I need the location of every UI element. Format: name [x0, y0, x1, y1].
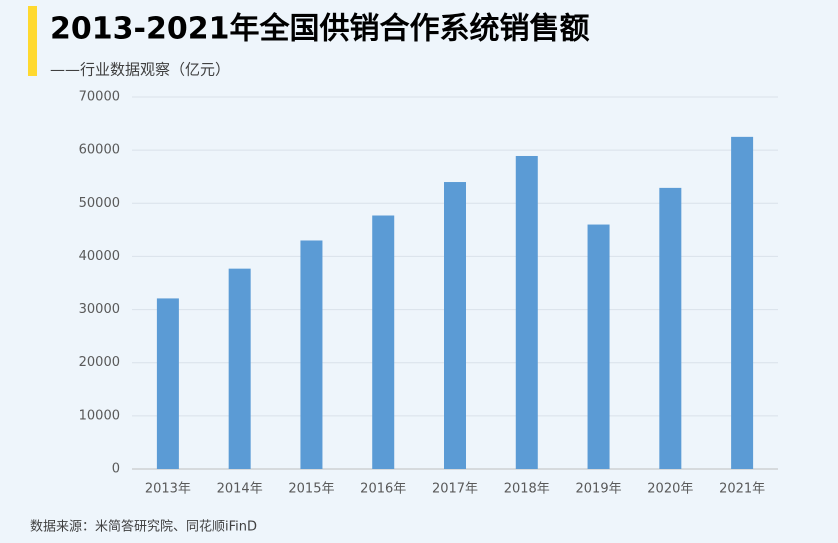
x-tick-label: 2016年: [360, 482, 406, 497]
bar: [587, 224, 610, 469]
title-accent: [28, 6, 37, 76]
y-tick-label: 20000: [79, 355, 120, 370]
y-tick-label: 10000: [79, 408, 120, 423]
y-tick-label: 30000: [79, 302, 120, 317]
bar: [372, 215, 395, 469]
y-tick-label: 50000: [79, 196, 120, 211]
x-tick-label: 2019年: [576, 482, 622, 497]
bar: [156, 298, 179, 469]
bar: [300, 240, 323, 469]
bar: [228, 268, 251, 469]
x-tick-label: 2014年: [217, 482, 263, 497]
x-tick-label: 2021年: [719, 482, 765, 497]
bar: [444, 182, 466, 469]
x-tick-label: 2017年: [432, 482, 478, 497]
y-tick-label: 0: [112, 462, 120, 477]
y-tick-label: 60000: [79, 143, 120, 158]
y-tick-label: 70000: [79, 90, 120, 105]
bar: [659, 187, 682, 470]
chart-title: 2013-2021年全国供销合作系统销售额: [50, 12, 589, 47]
x-tick-label: 2015年: [288, 482, 334, 497]
x-tick-label: 2013年: [145, 482, 191, 497]
x-tick-label: 2020年: [647, 482, 693, 497]
source-note: 数据来源：米简答研究院、同花顺iFinD: [30, 519, 257, 535]
chart-subtitle: ——行业数据观察（亿元）: [50, 61, 230, 79]
bar: [515, 155, 538, 469]
x-tick-label: 2018年: [504, 482, 550, 497]
bar: [731, 136, 754, 469]
y-tick-label: 40000: [79, 249, 120, 264]
